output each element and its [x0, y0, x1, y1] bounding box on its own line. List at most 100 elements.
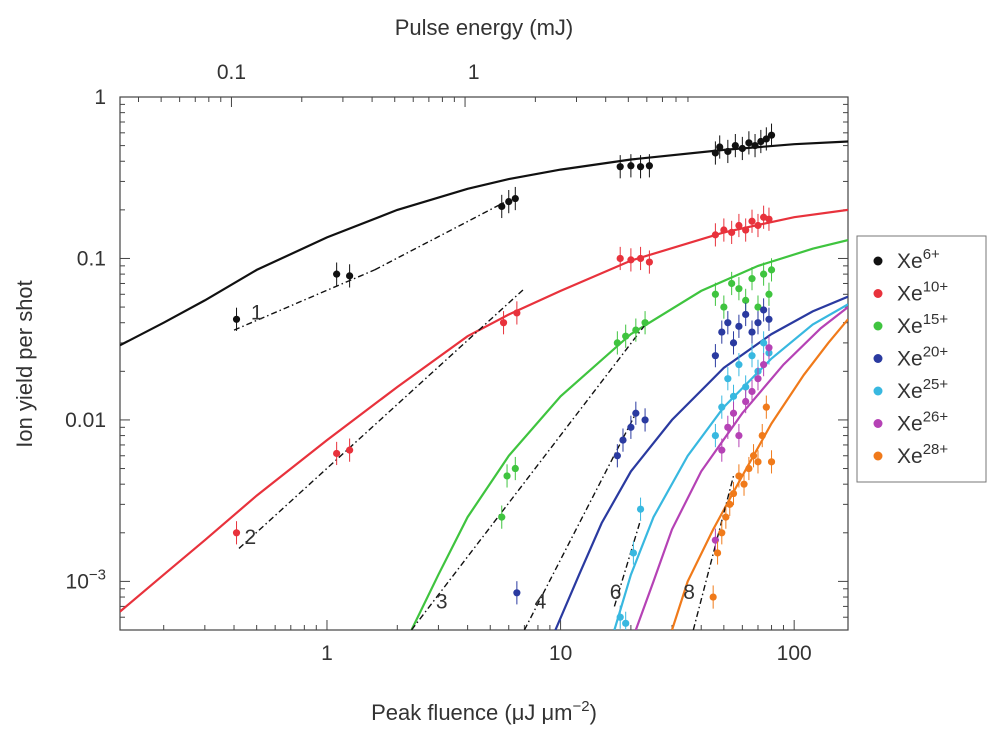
data-point-20+: [765, 315, 773, 323]
data-point-26+: [718, 446, 726, 454]
top-axis-title: Pulse energy (mJ): [395, 15, 574, 40]
model-curve-6+: [120, 140, 848, 347]
data-point-26+: [748, 387, 756, 396]
data-point-6+: [751, 142, 759, 150]
fit-line-10+: [238, 288, 525, 549]
data-point-15+: [622, 332, 630, 340]
fit-label: 8: [683, 581, 695, 604]
data-point-25+: [718, 403, 726, 411]
data-point-10+: [765, 215, 773, 223]
data-point-25+: [729, 392, 738, 400]
data-point-26+: [760, 361, 768, 369]
data-point-28+: [729, 489, 738, 498]
data-point-15+: [767, 266, 776, 274]
data-point-15+: [760, 270, 768, 278]
y-tick-label: 1: [94, 86, 106, 109]
data-point-25+: [616, 613, 624, 621]
legend-marker-20+: [873, 354, 883, 363]
data-point-28+: [767, 458, 776, 466]
legend-label: Xe28+: [897, 441, 948, 468]
data-point-20+: [718, 328, 726, 336]
plot-frame: [119, 96, 849, 631]
data-point-20+: [729, 339, 738, 347]
data-point-28+: [762, 403, 770, 411]
top-tick-label: 1: [468, 61, 480, 84]
data-point-26+: [742, 397, 750, 406]
y-tick-label: 10−3: [66, 566, 106, 593]
data-point-25+: [735, 361, 743, 369]
data-point-26+: [724, 423, 732, 431]
data-point-28+: [722, 513, 730, 521]
fit-label: 4: [535, 590, 547, 613]
data-point-6+: [333, 270, 341, 278]
data-point-25+: [748, 352, 756, 360]
legend-marker-6+: [873, 256, 883, 266]
data-point-10+: [627, 256, 635, 264]
data-point-10+: [735, 221, 743, 230]
fit-label: 1: [251, 301, 263, 324]
data-point-25+: [711, 431, 719, 440]
data-point-28+: [740, 480, 748, 488]
legend-label: Xe6+: [897, 246, 940, 273]
data-point-6+: [232, 315, 241, 323]
data-point-6+: [636, 163, 645, 171]
legend-label: Xe26+: [897, 409, 948, 436]
axis-ticks: [120, 96, 848, 631]
data-point-20+: [619, 436, 627, 444]
y-tick-label: 0.01: [65, 409, 106, 432]
data-point-28+: [718, 529, 726, 537]
data-point-6+: [767, 131, 776, 139]
data-point-10+: [711, 231, 719, 239]
data-point-20+: [513, 589, 521, 597]
data-point-15+: [728, 279, 736, 288]
fit-line-6+: [374, 199, 510, 271]
legend: Xe6+ Xe10+ Xe15+ Xe20+ Xe25+ Xe26+ Xe28+: [856, 235, 987, 483]
legend-label: Xe20+: [897, 344, 948, 371]
y-axis-title: Ion yield per shot: [12, 280, 37, 448]
data-point-15+: [498, 513, 506, 521]
x-tick-label: 1: [321, 642, 333, 665]
model-curve-25+: [613, 303, 848, 630]
data-point-6+: [505, 197, 513, 206]
data-point-10+: [513, 309, 521, 317]
data-point-25+: [760, 339, 768, 347]
data-point-20+: [748, 328, 756, 336]
data-point-25+: [636, 505, 645, 513]
data-point-6+: [645, 162, 653, 170]
legend-marker-28+: [873, 451, 883, 461]
data-point-10+: [754, 221, 762, 230]
legend-label: Xe25+: [897, 376, 948, 403]
top-tick-label: 0.1: [217, 61, 246, 84]
data-point-15+: [632, 326, 640, 334]
data-point-28+: [745, 464, 753, 473]
legend-marker-26+: [873, 419, 883, 428]
x-tick-label: 100: [777, 642, 812, 665]
data-point-15+: [735, 285, 743, 293]
data-point-28+: [754, 458, 762, 466]
data-point-6+: [616, 163, 624, 171]
x-axis-title: Peak fluence (μJ μm−2): [371, 698, 597, 725]
model-curve-20+: [554, 295, 848, 630]
data-point-10+: [333, 449, 341, 458]
data-point-20+: [754, 319, 762, 327]
data-point-28+: [758, 431, 766, 440]
data-point-15+: [711, 290, 719, 298]
data-point-15+: [503, 472, 511, 480]
data-point-28+: [726, 500, 734, 508]
data-point-20+: [613, 452, 621, 460]
fit-line-15+: [410, 318, 650, 630]
data-point-10+: [636, 254, 645, 263]
legend-marker-15+: [873, 321, 883, 331]
data-point-6+: [498, 202, 506, 211]
data-point-20+: [735, 322, 743, 330]
data-point-6+: [724, 147, 732, 156]
data-point-20+: [711, 352, 719, 360]
model-curve-15+: [410, 239, 848, 630]
data-point-15+: [748, 275, 756, 283]
data-point-15+: [742, 296, 750, 304]
data-point-15+: [720, 303, 728, 311]
data-point-25+: [742, 383, 750, 391]
data-point-10+: [499, 319, 508, 327]
